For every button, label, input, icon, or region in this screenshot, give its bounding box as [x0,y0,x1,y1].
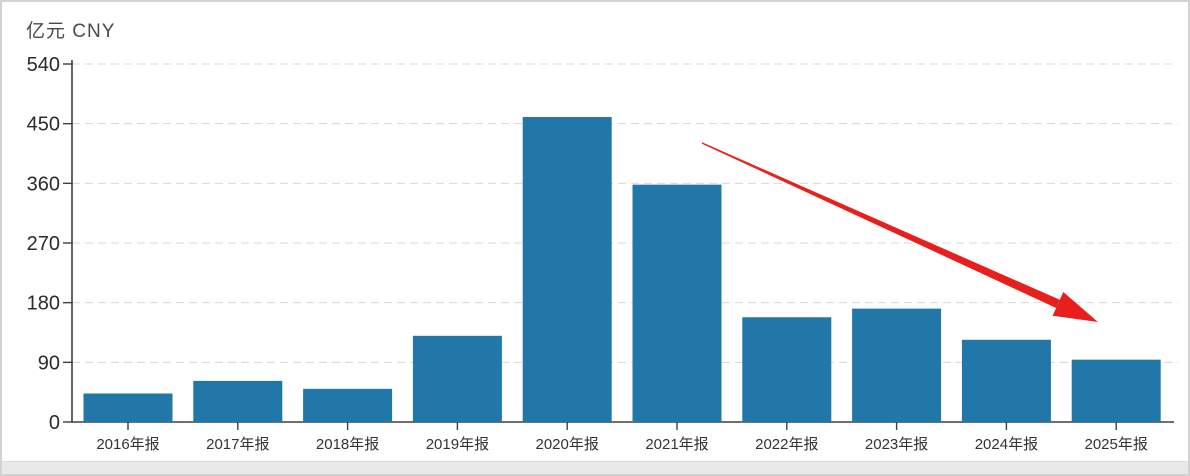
y-tick-label-540: 540 [27,54,60,76]
bar-2017年报[interactable] [193,380,283,422]
window-bottom-edge [2,461,1188,474]
bar-2024年报[interactable] [961,339,1051,422]
x-tick-label-2021年报: 2021年报 [645,436,708,453]
x-tick-label-2020年报: 2020年报 [536,436,599,453]
downtrend-arrow-shaft [701,142,1060,308]
x-tick-label-2025年报: 2025年报 [1085,436,1148,453]
x-tick-label-2023年报: 2023年报 [865,436,928,453]
bar-2025年报[interactable] [1071,359,1161,422]
y-tick-label-90: 90 [38,352,60,374]
y-tick-label-270: 270 [27,233,60,255]
x-tick-label-2017年报: 2017年报 [206,436,269,453]
bar-2016年报[interactable] [83,393,173,422]
x-tick-label-2016年报: 2016年报 [96,436,159,453]
y-tick-label-0: 0 [49,412,60,434]
y-tick-label-450: 450 [27,114,60,136]
x-tick-label-2018年报: 2018年报 [316,436,379,453]
y-tick-label-360: 360 [27,173,60,195]
x-tick-label-2022年报: 2022年报 [755,436,818,453]
bar-2021年报[interactable] [632,184,722,422]
bar-2018年报[interactable] [303,388,393,422]
y-axis-unit-label: 亿元 CNY [26,21,116,42]
bar-2022年报[interactable] [742,317,832,422]
downtrend-arrow-head [1052,292,1098,322]
y-tick-label-180: 180 [27,293,60,315]
bar-2020年报[interactable] [522,117,612,422]
bar-2019年报[interactable] [412,335,502,422]
bar-2023年报[interactable] [852,308,942,422]
x-tick-label-2024年报: 2024年报 [975,436,1038,453]
bar-chart: 0 90 180 270 360 450 540 2016年报 2017年报 2018年报 2019… [27,54,1178,453]
x-tick-label-2019年报: 2019年报 [426,436,489,453]
